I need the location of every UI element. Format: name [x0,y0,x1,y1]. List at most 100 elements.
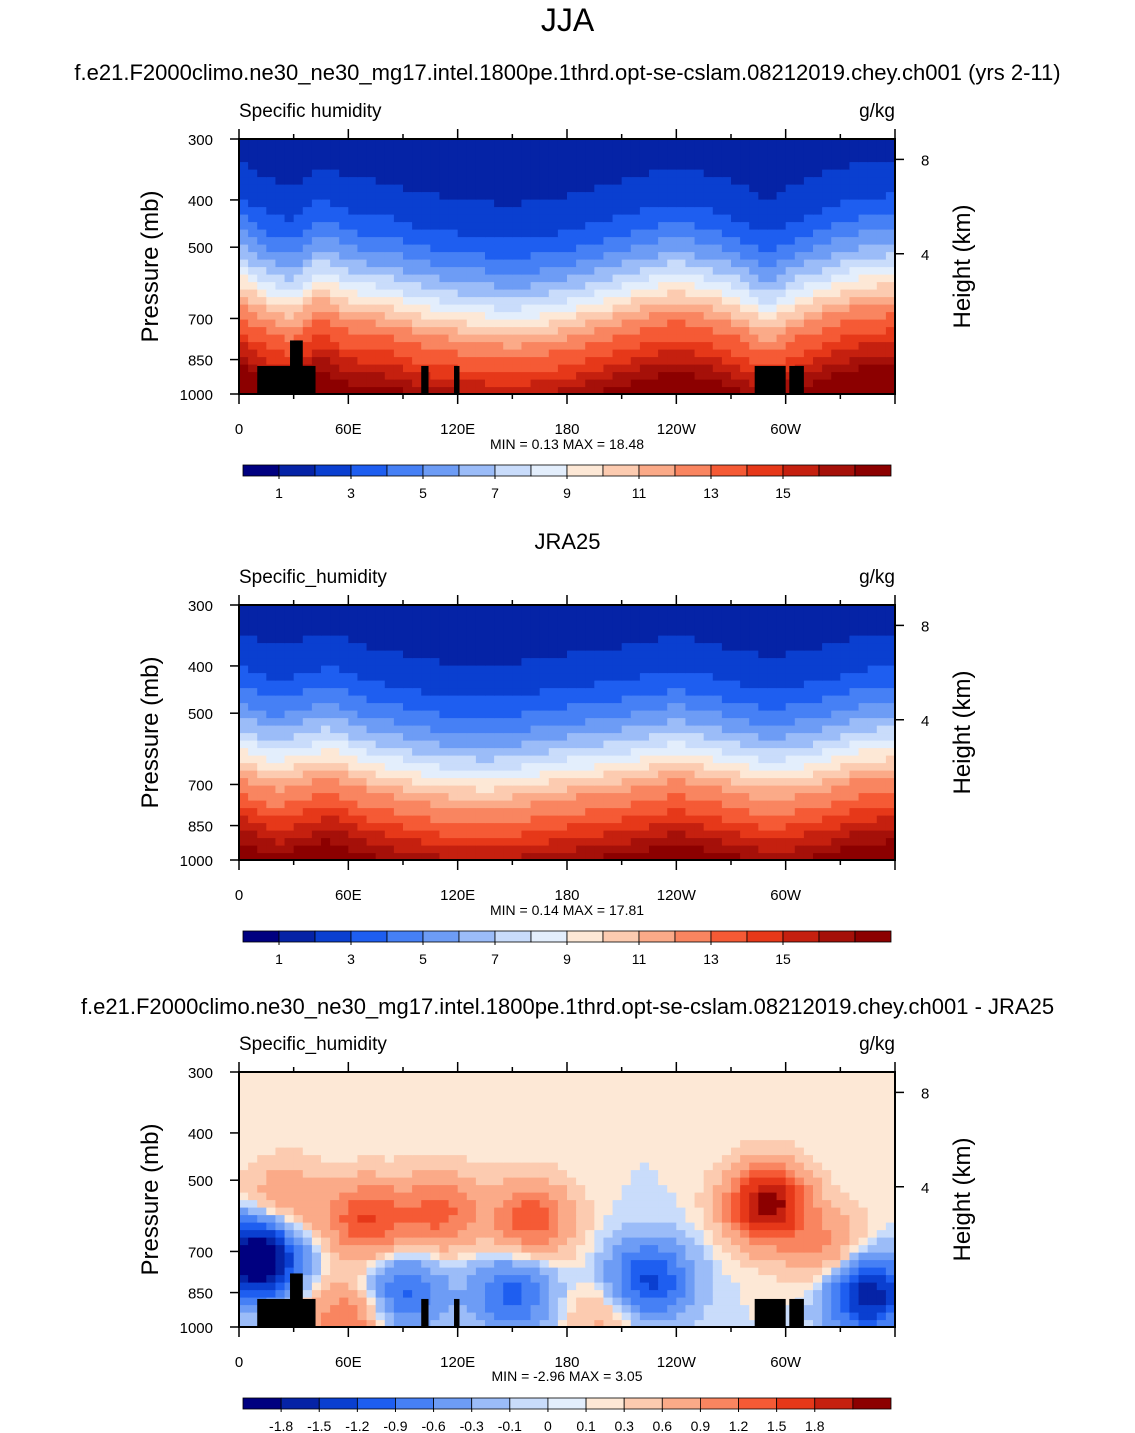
contour-cell [840,139,851,148]
contour-cell [803,371,814,380]
contour-cell [457,755,468,764]
contour-cell [266,815,277,824]
contour-cell [330,334,340,343]
contour-cell [794,289,805,298]
contour-cell [457,672,468,681]
contour-cell [557,777,568,786]
contour-cell [302,822,313,831]
contour-cell [758,176,769,185]
contour-cell [858,672,869,681]
contour-cell [867,296,878,305]
contour-cell [512,822,523,831]
contour-cell [366,777,377,786]
contour-cell [339,199,349,208]
contour-cell [311,214,322,223]
contour-cell [639,221,650,230]
contour-cell [485,717,495,726]
contour-cell [257,605,267,614]
contour-cell [393,680,404,689]
contour-cell [749,650,759,659]
contour-cell [576,702,586,711]
contour-cell [530,657,541,666]
contour-cell [858,191,869,200]
contour-cell [311,221,322,230]
contour-cell [485,334,495,343]
contour-cell [676,161,687,170]
contour-cell [576,605,586,614]
contour-cell [321,266,331,275]
contour-cell [430,281,441,290]
contour-cell [776,732,787,741]
contour-cell [794,326,805,335]
contour-cell [749,311,759,320]
contour-cell [512,725,523,734]
contour-cell [302,687,313,696]
contour-cell [485,747,495,756]
contour-cell [749,281,759,290]
contour-cell [649,236,659,245]
contour-cell [603,244,614,253]
contour-cell [293,139,304,148]
contour-cell [776,259,787,268]
contour-cell [658,191,668,200]
contour-cell [421,815,431,824]
contour-cell [585,311,595,320]
contour-cell [840,695,851,704]
contour-cell [348,341,359,350]
contour-cell [858,725,869,734]
contour-cell [685,199,696,208]
contour-cell [521,169,532,178]
contour-cell [384,725,395,734]
contour-cell [676,665,687,674]
contour-cell [876,281,887,290]
contour-cell [867,710,878,719]
contour-cell [330,229,340,238]
contour-cell [430,319,441,328]
contour-cell [594,349,605,358]
contour-cell [284,274,295,283]
contour-cell [366,755,377,764]
contour-cell [302,635,313,644]
contour-cell [767,161,778,170]
contour-cell [521,747,532,756]
contour-cell [822,725,832,734]
contour-cell [393,687,404,696]
contour-cell [266,807,277,816]
contour-cell [740,605,750,614]
contour-cell [721,777,732,786]
contour-cell [867,289,878,298]
contour-cell [803,680,814,689]
contour-cell [248,229,258,238]
contour-cell [539,371,550,380]
contour-cell [776,800,787,809]
contour-cell [585,199,595,208]
contour-cell [667,612,677,621]
contour-cell [448,852,459,861]
contour-cell [867,379,878,388]
contour-cell [639,822,650,831]
contour-cell [731,311,741,320]
contour-cell [248,740,258,749]
contour-cell [785,356,796,365]
contour-cell [339,206,349,215]
contour-cell [649,665,659,674]
contour-cell [731,289,741,298]
contour-cell [257,161,267,170]
contour-cell [539,139,550,148]
contour-cell [858,199,869,208]
contour-cell [239,627,249,636]
contour-cell [293,800,304,809]
contour-cell [439,281,450,290]
contour-cell [630,785,641,794]
contour-cell [649,244,659,253]
contour-cell [594,605,605,614]
contour-cell [403,635,413,644]
contour-cell [831,296,841,305]
contour-cell [248,161,258,170]
contour-cell [749,356,759,365]
contour-cell [539,845,550,854]
contour-cell [649,364,659,373]
contour-cell [321,605,331,614]
contour-cell [275,349,286,358]
contour-cell [412,371,422,380]
